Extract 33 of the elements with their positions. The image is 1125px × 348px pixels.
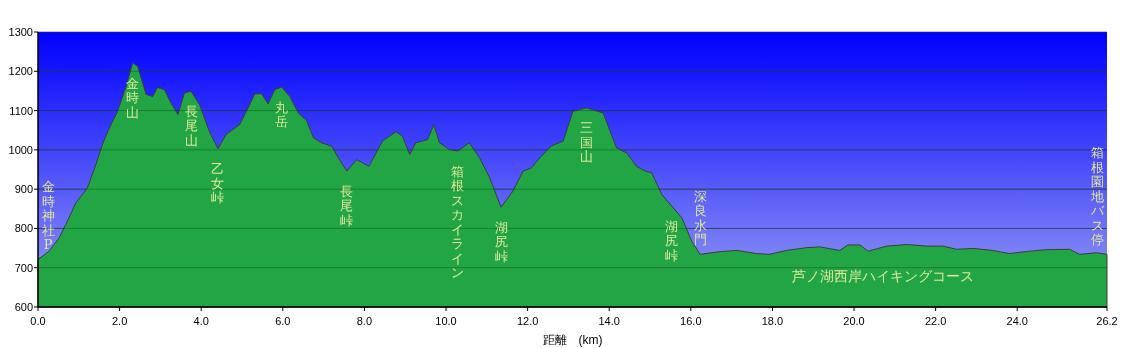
x-tick-label: 16.0 bbox=[680, 315, 702, 327]
y-tick-label: 600 bbox=[14, 301, 33, 313]
x-tick-label: 10.0 bbox=[435, 315, 457, 327]
annotation: 湖尻峠 bbox=[494, 219, 508, 264]
x-tick-label: 14.0 bbox=[598, 315, 620, 327]
annotation: 箱根スカイライン bbox=[451, 163, 465, 281]
x-tick-label: 18.0 bbox=[761, 315, 784, 327]
x-tick-label: 26.2 bbox=[1096, 315, 1118, 327]
annotation: 芦ノ湖西岸ハイキングコース bbox=[791, 268, 974, 284]
annotation: 丸岳 bbox=[275, 99, 289, 129]
x-tick-label: 0.0 bbox=[30, 315, 46, 327]
annotation: 金時山 bbox=[126, 75, 140, 120]
y-tick-label: 1300 bbox=[8, 26, 33, 38]
x-axis-title: 距離 (km) bbox=[542, 333, 603, 347]
x-tick-label: 4.0 bbox=[193, 315, 209, 327]
y-tick-label: 1000 bbox=[8, 143, 33, 156]
y-tick-label: 800 bbox=[14, 222, 33, 235]
x-tick-label: 6.0 bbox=[275, 315, 291, 327]
y-tick-label: 900 bbox=[14, 183, 33, 196]
annotation: 三国山 bbox=[579, 120, 593, 165]
x-tick-label: 12.0 bbox=[516, 315, 539, 327]
y-tick-label: 1200 bbox=[8, 65, 33, 78]
annotation: 乙女峠 bbox=[211, 161, 225, 206]
x-tick-label: 8.0 bbox=[356, 315, 373, 327]
annotation: 長尾山 bbox=[184, 103, 198, 148]
annotation: 湖尻峠 bbox=[665, 218, 679, 263]
x-tick-label: 22.0 bbox=[924, 315, 947, 327]
annotation: 長尾峠 bbox=[340, 183, 354, 228]
y-tick-label: 1100 bbox=[9, 104, 33, 117]
x-tick-label: 24.0 bbox=[1006, 315, 1028, 327]
y-tick-label: 700 bbox=[14, 261, 33, 274]
x-tick-label: 2.0 bbox=[111, 315, 128, 327]
x-tick-label: 20.0 bbox=[843, 315, 865, 327]
